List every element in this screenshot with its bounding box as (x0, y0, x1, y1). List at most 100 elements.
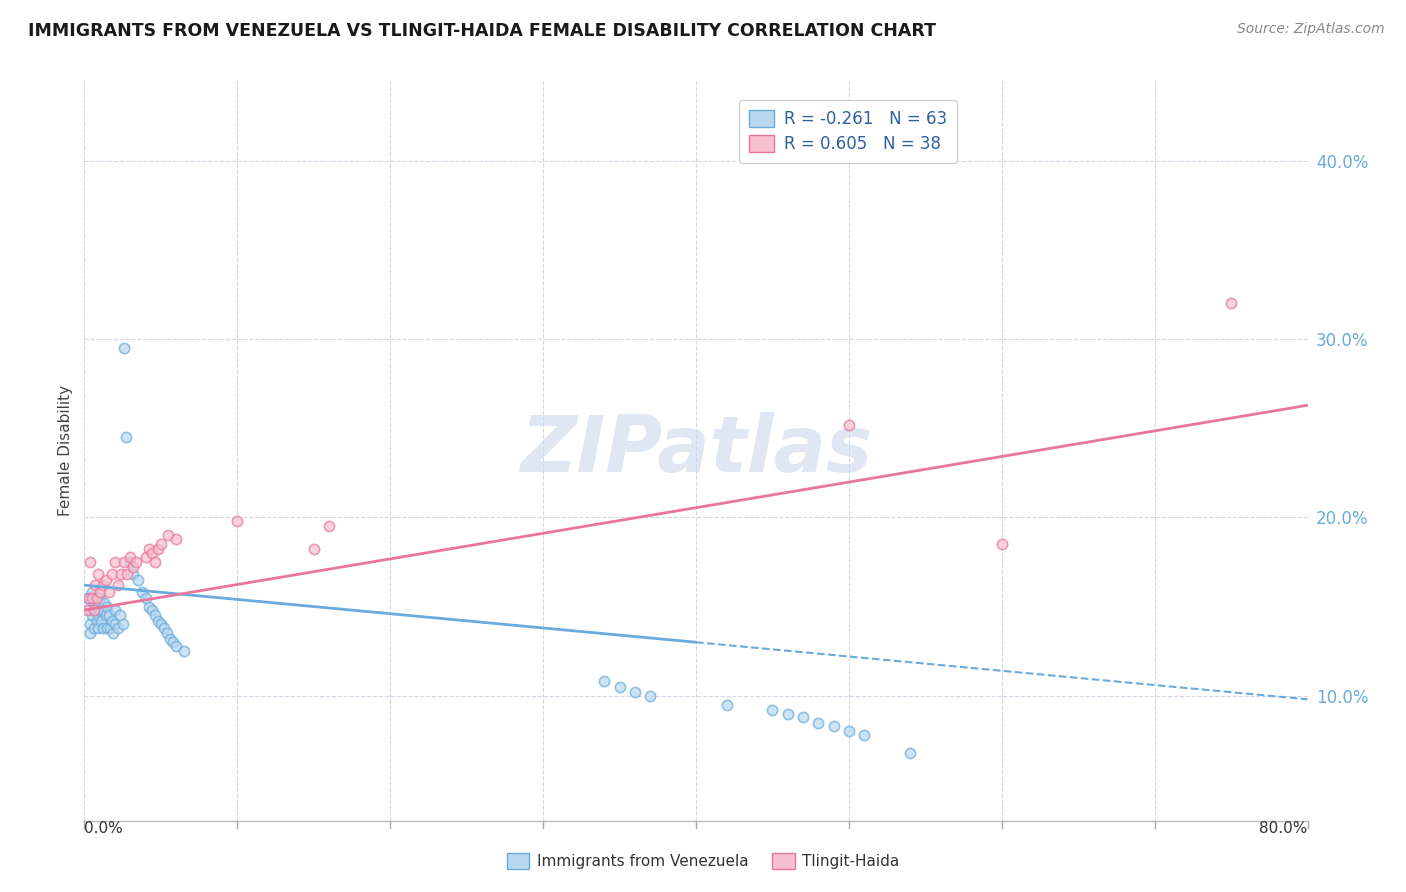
Point (153, 621, 176, 635)
Point (77, 603, 100, 617)
Point (165, 639, 187, 653)
Point (122, 567, 145, 582)
Point (112, 555, 135, 569)
Point (776, 706, 799, 721)
Point (87, 608, 110, 623)
Point (853, 728, 876, 742)
Point (112, 341, 135, 355)
Point (104, 555, 127, 569)
Point (79, 555, 101, 569)
Point (83, 603, 105, 617)
Point (79, 626, 101, 640)
Point (87, 621, 110, 635)
Point (226, 514, 249, 528)
Point (101, 567, 124, 582)
Point (101, 614, 124, 628)
Point (89, 585, 111, 599)
Point (97, 585, 120, 599)
Point (146, 542, 169, 557)
Point (96, 599, 118, 614)
Point (108, 608, 131, 623)
Point (76, 603, 98, 617)
Point (156, 626, 179, 640)
Point (127, 573, 149, 587)
Point (80, 591, 103, 605)
Point (91, 603, 114, 617)
Point (87, 567, 110, 582)
Point (96, 621, 118, 635)
Point (110, 567, 132, 582)
Point (157, 528, 180, 542)
Point (302, 542, 325, 557)
Point (91, 621, 114, 635)
Point (107, 621, 129, 635)
Point (1220, 296, 1243, 310)
Point (80, 585, 103, 599)
Point (83, 621, 105, 635)
Point (141, 603, 163, 617)
Point (84, 591, 107, 605)
Point (162, 635, 184, 649)
Point (86, 591, 108, 605)
Point (173, 644, 195, 658)
Text: 0.0%: 0.0% (84, 821, 124, 836)
Point (111, 617, 134, 632)
Point (823, 719, 845, 733)
Point (159, 632, 181, 646)
Point (104, 617, 127, 632)
Point (125, 555, 148, 569)
Point (318, 519, 340, 533)
Legend: Immigrants from Venezuela, Tlingit-Haida: Immigrants from Venezuela, Tlingit-Haida (501, 847, 905, 875)
Point (138, 542, 160, 557)
Point (122, 560, 145, 574)
Point (86, 614, 108, 628)
Point (807, 715, 830, 730)
Point (991, 537, 1014, 551)
Point (91, 578, 114, 592)
Point (143, 608, 166, 623)
Point (93, 596, 115, 610)
Y-axis label: Female Disability: Female Disability (58, 384, 73, 516)
Point (80, 608, 103, 623)
Point (84, 578, 107, 592)
Point (143, 555, 166, 569)
Point (792, 710, 814, 724)
Legend: R = -0.261   N = 63, R = 0.605   N = 38: R = -0.261 N = 63, R = 0.605 N = 38 (738, 100, 956, 162)
Point (838, 724, 860, 739)
Point (94, 573, 117, 587)
Point (120, 555, 142, 569)
Point (149, 617, 172, 632)
Point (1327, 382, 1350, 396)
Point (79, 617, 101, 632)
Point (898, 746, 921, 760)
Point (146, 614, 169, 628)
Point (90, 614, 112, 628)
Point (76, 591, 98, 605)
Point (77, 591, 100, 605)
Point (624, 685, 647, 699)
Point (86, 599, 108, 614)
Point (84, 603, 107, 617)
Point (104, 603, 127, 617)
Point (89, 603, 111, 617)
Point (165, 532, 187, 546)
Text: 80.0%: 80.0% (1260, 821, 1308, 836)
Point (98, 621, 121, 635)
Point (107, 578, 129, 592)
Point (131, 585, 153, 599)
Point (103, 626, 125, 640)
Point (141, 546, 163, 560)
Point (761, 703, 783, 717)
Point (135, 549, 157, 564)
Point (638, 689, 661, 703)
Point (120, 549, 142, 564)
Point (609, 680, 631, 694)
Point (138, 599, 160, 614)
Point (97, 608, 120, 623)
Text: Source: ZipAtlas.com: Source: ZipAtlas.com (1237, 22, 1385, 37)
Point (115, 567, 138, 582)
Text: ZIPatlas: ZIPatlas (520, 412, 872, 489)
Point (593, 674, 616, 689)
Point (114, 430, 136, 444)
Point (838, 417, 860, 432)
